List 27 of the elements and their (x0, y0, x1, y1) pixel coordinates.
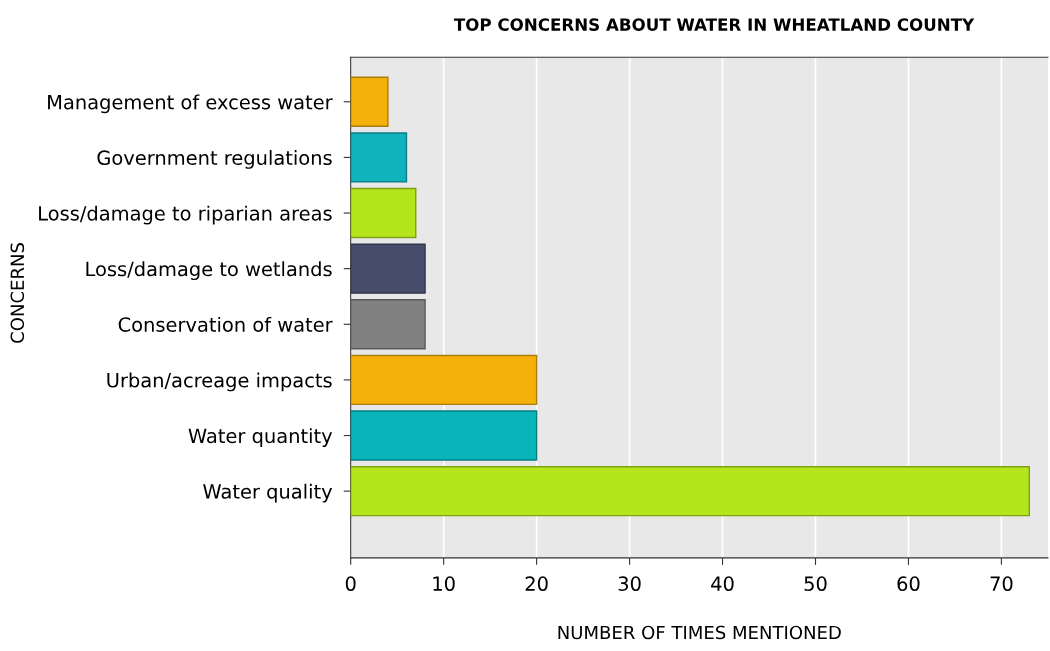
bar (350, 410, 538, 461)
y-tick-label: Loss/damage to wetlands (86, 261, 332, 281)
y-tick-label: Conservation of water (118, 316, 333, 332)
y-tick-label: Water quantity (188, 428, 333, 447)
bar (350, 354, 538, 406)
bar (350, 243, 426, 294)
x-tick-label: 20 (525, 576, 548, 592)
y-tick-label: Water quality (203, 483, 333, 503)
y-tick-label: Urban/acreage impacts (107, 372, 332, 392)
y-axis-title: CONCERNS (10, 243, 25, 343)
chart-title: TOP CONCERNS ABOUT WATER IN WHEATLAND COUNTY (453, 18, 975, 31)
x-tick-label: 30 (618, 576, 641, 592)
bar (350, 299, 426, 350)
bar (350, 465, 1031, 517)
x-tick-label: 0 (345, 576, 356, 592)
y-tick-label: Government regulations (97, 150, 332, 169)
y-tick-label: Loss/damage to riparian areas (39, 205, 332, 225)
bar (350, 76, 389, 127)
x-tick-label: 60 (897, 576, 920, 592)
x-tick-label: 70 (990, 576, 1013, 592)
bar (350, 132, 408, 183)
x-tick-label: 50 (804, 576, 827, 592)
bar (350, 187, 417, 239)
y-tick-label: Management of excess water (48, 94, 333, 114)
x-axis-title: NUMBER OF TIMES MENTIONED (558, 625, 841, 640)
x-tick-label: 10 (433, 576, 455, 592)
x-tick-label: 40 (711, 576, 734, 592)
